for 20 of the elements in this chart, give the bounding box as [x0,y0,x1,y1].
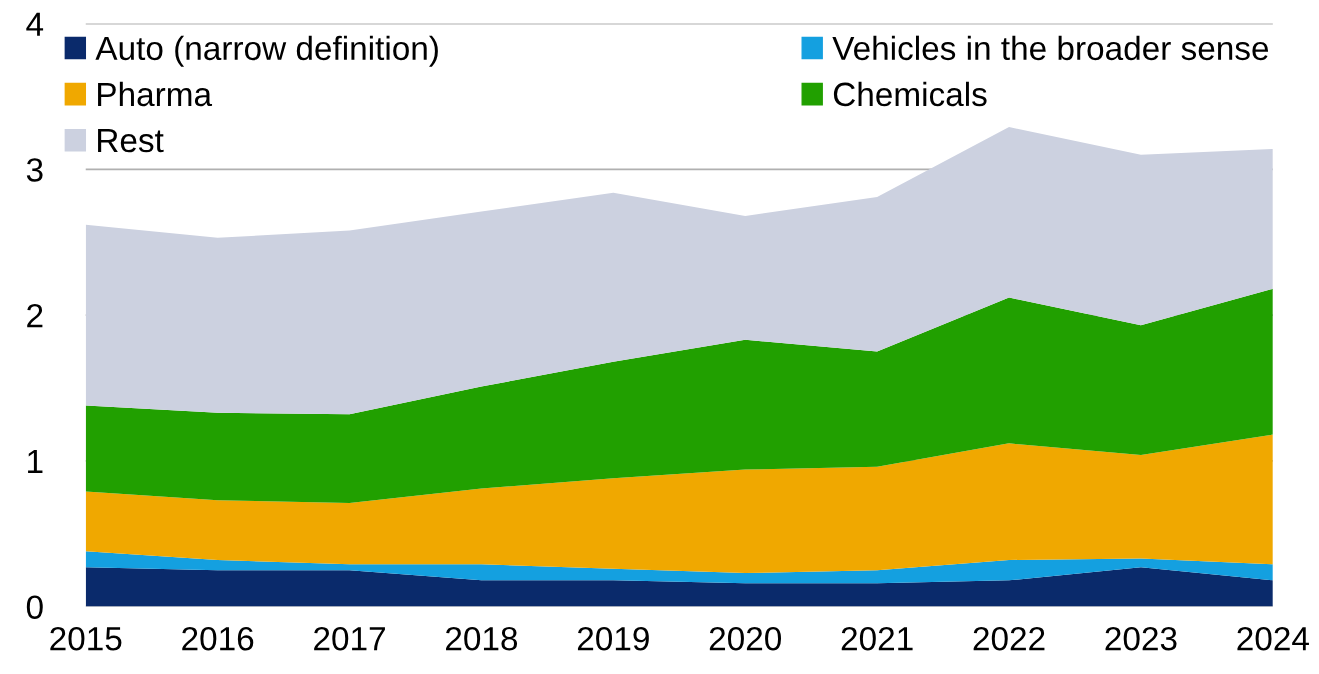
x-tick-label: 2017 [314,626,385,651]
y-tick-label: 4 [26,12,44,36]
x-tick-label: 2021 [841,626,913,651]
x-tick-label: 2020 [709,626,782,651]
x-tick-label: 2022 [973,626,1045,651]
x-tick-label: 2018 [446,626,518,651]
x-tick-label: 2024 [1237,626,1309,651]
legend-label: Rest [98,129,164,153]
legend-label: Auto (narrow definition) [95,35,438,67]
legend-label: Vehicles in the broader sense [832,35,1269,61]
x-tick-label: 2016 [182,626,254,651]
y-tick-label: 3 [26,158,43,182]
x-tick-label: 2015 [50,626,122,651]
y-tick-label: 2 [27,303,43,328]
y-tick-label: 0 [26,595,43,620]
x-tick-label: 2019 [577,626,649,651]
y-tick-label: 1 [28,449,43,473]
legend-label: Chemicals [833,81,987,107]
x-tick-label: 2023 [1105,626,1177,651]
legend-label: Pharma [98,81,213,107]
